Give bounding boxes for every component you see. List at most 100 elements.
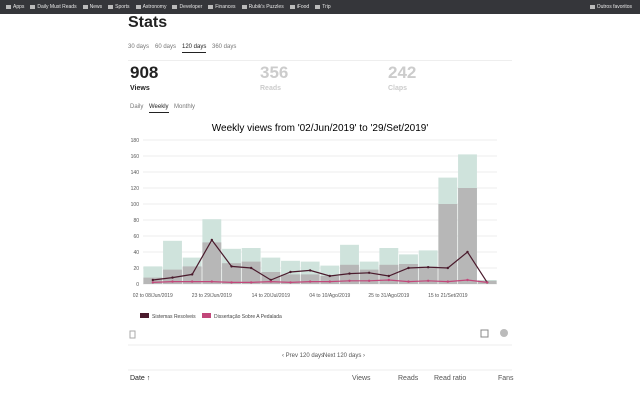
bookmark[interactable]: Sports	[108, 4, 129, 10]
bar	[379, 264, 399, 284]
line-point	[466, 278, 469, 282]
x-tick-label: 04 to 10/Ago/2019	[309, 293, 350, 299]
line-point	[171, 280, 174, 283]
bookmark[interactable]: Astronomy	[136, 4, 167, 10]
next-button[interactable]: Next 120 days ›	[323, 353, 366, 359]
divider	[128, 60, 512, 61]
line-point	[426, 279, 430, 282]
line-point	[328, 274, 332, 278]
period-tab[interactable]: Daily	[130, 104, 144, 110]
line-point	[210, 280, 214, 283]
bar	[320, 276, 340, 284]
line-point	[289, 281, 292, 284]
period-tab[interactable]: Weekly	[149, 104, 169, 113]
bookmark[interactable]: News	[83, 4, 103, 10]
x-tick-label: 14 to 20/Jul/2019	[252, 293, 291, 299]
line-point	[367, 271, 371, 274]
x-tick-label: 23 to 29/Jun/2019	[192, 293, 232, 299]
bookmark[interactable]: iFood	[290, 4, 310, 10]
chart-title: Weekly views from '02/Jun/2019' to '29/S…	[212, 123, 429, 134]
x-tick-label: 15 to 21/Set/2019	[428, 293, 468, 299]
bookmark[interactable]: Daily Must Reads	[30, 4, 76, 10]
column-header[interactable]: Reads	[398, 375, 419, 382]
line-point	[426, 266, 430, 269]
line-point	[190, 280, 194, 283]
y-tick-label: 160	[131, 154, 140, 160]
bar-chart-icon[interactable]	[480, 329, 489, 338]
range-tab[interactable]: 360 days	[212, 44, 237, 50]
bar	[438, 204, 458, 284]
line-point	[230, 265, 233, 268]
line-point	[151, 278, 155, 282]
range-tab[interactable]: 120 days	[182, 44, 207, 53]
bar	[202, 242, 222, 284]
bar	[241, 261, 261, 284]
page-title: Stats	[128, 14, 168, 31]
range-tab[interactable]: 30 days	[128, 44, 150, 50]
line-point	[348, 279, 351, 282]
line-point	[485, 281, 489, 284]
line-point	[171, 276, 174, 279]
y-tick-label: 100	[131, 202, 140, 208]
y-tick-label: 0	[136, 282, 139, 288]
line-point	[348, 272, 351, 275]
stat-value[interactable]: 242	[388, 63, 417, 82]
stat-label[interactable]: Reads	[260, 85, 282, 92]
line-point	[446, 266, 450, 270]
line-point	[308, 280, 312, 283]
download-icon[interactable]	[129, 330, 136, 339]
bar	[281, 274, 300, 284]
line-point	[210, 238, 214, 242]
bar	[300, 274, 320, 284]
other-bookmarks[interactable]: Outros favoritos	[590, 4, 632, 10]
legend-swatch	[202, 313, 211, 318]
column-header[interactable]: Date ↑	[130, 375, 151, 382]
bookmark[interactable]: Developer	[172, 4, 202, 10]
y-tick-label: 60	[133, 234, 139, 240]
line-point	[249, 266, 253, 270]
bar	[222, 263, 241, 284]
legend-label: Dissertação Sobre A Pedalada	[214, 314, 282, 320]
bookmark[interactable]: Trip	[315, 4, 330, 10]
line-point	[387, 278, 391, 282]
x-tick-label: 02 to 08/Jun/2019	[133, 293, 173, 299]
y-tick-label: 120	[131, 186, 140, 192]
bookmark[interactable]: Rubik's Puzzles	[242, 4, 284, 10]
line-point	[269, 280, 273, 283]
legend-label: Sistemas Resolveis	[152, 314, 196, 320]
line-point	[387, 274, 391, 278]
range-tab[interactable]: 60 days	[155, 44, 177, 50]
line-point	[308, 269, 312, 272]
stat-label[interactable]: Views	[130, 85, 150, 92]
bar	[418, 266, 438, 284]
line-point	[466, 250, 469, 254]
line-point	[230, 281, 233, 284]
line-point	[190, 273, 194, 276]
bar	[399, 264, 418, 284]
y-tick-label: 80	[133, 218, 139, 224]
column-header[interactable]: Views	[352, 375, 371, 382]
line-point	[328, 280, 332, 283]
column-header[interactable]: Fans	[498, 375, 514, 382]
bookmark[interactable]: Apps	[6, 4, 24, 10]
y-tick-label: 180	[131, 138, 140, 144]
line-point	[407, 266, 410, 270]
line-point	[407, 280, 410, 283]
stat-value[interactable]: 908	[130, 63, 159, 82]
pie-chart-icon[interactable]	[500, 329, 508, 337]
stat-value[interactable]: 356	[260, 63, 289, 82]
prev-button[interactable]: ‹ Prev 120 days	[282, 353, 325, 359]
legend-swatch	[140, 313, 149, 318]
line-series	[152, 279, 488, 284]
x-tick-label: 25 to 31/Ago/2019	[368, 293, 409, 299]
period-tab[interactable]: Monthly	[174, 104, 196, 110]
y-tick-label: 20	[133, 266, 139, 272]
stat-label[interactable]: Claps	[388, 85, 408, 92]
y-tick-label: 140	[131, 170, 140, 176]
bar	[261, 272, 281, 284]
line-point	[367, 279, 371, 282]
column-header[interactable]: Read ratio	[434, 375, 467, 382]
bookmark[interactable]: Finances	[208, 4, 235, 10]
